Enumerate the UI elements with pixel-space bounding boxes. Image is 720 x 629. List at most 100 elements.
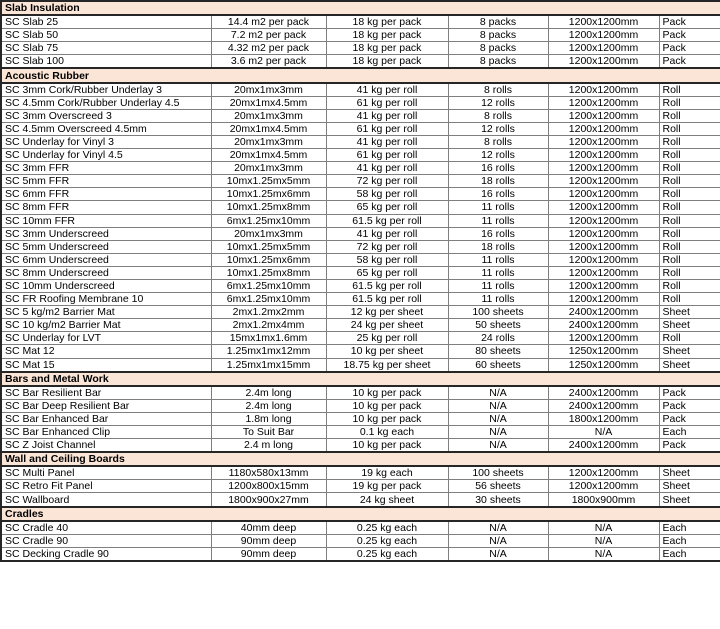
- table-row: SC Multi Panel 1180x580x13mm 19 kg each 100…: [0, 465, 720, 481]
- table-row: SC Z Joist Channel 2.4 m long 10 kg per pa…: [0, 438, 720, 453]
- table-row: SC 10 kg/m2 Barrier Mat 2mx1.2mx4mm 24 kg …: [0, 318, 720, 333]
- cell-pack-size: 7.2 m2 per pack: [210, 28, 327, 43]
- cell-pack-size: 20mx1mx4.5mm: [210, 95, 327, 110]
- section-header-row: Slab Insulation: [0, 0, 720, 17]
- section-title: Acoustic Rubber: [0, 67, 720, 84]
- table-row: SC Underlay for Vinyl 3 20mx1mx3mm 41 kg p…: [0, 134, 720, 150]
- cell-unit-weight: 18 kg per pack: [325, 14, 449, 30]
- cell-unit-weight: 61.5 kg per roll: [325, 292, 449, 307]
- cell-unit-weight: 19 kg per pack: [325, 479, 449, 494]
- cell-unit-type: Sheet: [658, 344, 720, 359]
- cell-pack-size: 10mx1.25mx5mm: [210, 174, 327, 189]
- cell-unit-type: Sheet: [658, 479, 720, 494]
- cell-pallet-dimensions: 1200x1200mm: [547, 265, 660, 280]
- section-header-row: Acoustic Rubber: [0, 67, 720, 84]
- cell-unit-type: Roll: [658, 108, 720, 123]
- cell-unit-type: Roll: [658, 148, 720, 163]
- cell-pallet-dimensions: 1200x1200mm: [547, 239, 660, 254]
- cell-unit-type: Sheet: [658, 318, 720, 333]
- table-row: SC 5mm FFR 10mx1.25mx5mm 72 kg per roll 18 …: [0, 174, 720, 189]
- cell-pallet-quantity: N/A: [447, 533, 549, 548]
- cell-pallet-quantity: 11 rolls: [447, 252, 549, 267]
- table-row: SC Retro Fit Panel 1200x800x15mm 19 kg per…: [0, 479, 720, 494]
- cell-pack-size: 20mx1mx3mm: [210, 161, 327, 176]
- cell-product-name: SC Underlay for Vinyl 4.5: [0, 148, 212, 163]
- cell-pallet-quantity: 60 sheets: [447, 357, 549, 373]
- cell-unit-weight: 61.5 kg per roll: [325, 278, 449, 294]
- cell-unit-type: Pack: [658, 28, 720, 43]
- cell-unit-type: Pack: [658, 411, 720, 427]
- cell-unit-type: Roll: [658, 331, 720, 346]
- cell-pack-size: 4.32 m2 per pack: [210, 41, 327, 56]
- cell-pallet-dimensions: 1200x1200mm: [547, 200, 660, 215]
- section-title: Bars and Metal Work: [0, 370, 720, 387]
- table-row: SC Mat 12 1.25mx1mx12mm 10 kg per sheet 80 …: [0, 344, 720, 359]
- section-title: Wall and Ceiling Boards: [0, 451, 720, 468]
- cell-unit-weight: 10 kg per pack: [325, 411, 449, 427]
- cell-pallet-quantity: 16 rolls: [447, 161, 549, 176]
- cell-unit-type: Each: [658, 424, 720, 440]
- cell-pallet-dimensions: 1800x1200mm: [547, 411, 660, 427]
- cell-pallet-quantity: 8 rolls: [447, 82, 549, 97]
- cell-unit-type: Roll: [658, 95, 720, 110]
- table-row: SC 4.5mm Cork/Rubber Underlay 4.5 20mx1mx…: [0, 95, 720, 110]
- cell-unit-type: Each: [658, 546, 720, 562]
- cell-unit-weight: 65 kg per roll: [325, 265, 449, 280]
- cell-pallet-quantity: 12 rolls: [447, 95, 549, 110]
- cell-pallet-dimensions: 1200x1200mm: [547, 28, 660, 43]
- cell-product-name: SC Bar Deep Resilient Bar: [0, 398, 212, 413]
- table-row: SC 3mm Cork/Rubber Underlay 3 20mx1mx3mm 4…: [0, 82, 720, 97]
- cell-pack-size: 1.8m long: [210, 411, 327, 427]
- cell-pallet-quantity: 100 sheets: [447, 305, 549, 320]
- cell-unit-type: Roll: [658, 187, 720, 202]
- cell-unit-type: Roll: [658, 265, 720, 280]
- cell-product-name: SC Underlay for Vinyl 3: [0, 134, 212, 150]
- cell-unit-weight: 0.25 kg each: [325, 533, 449, 548]
- cell-unit-weight: 61 kg per roll: [325, 148, 449, 163]
- cell-unit-weight: 10 kg per pack: [325, 398, 449, 413]
- cell-pack-size: 20mx1mx4.5mm: [210, 121, 327, 136]
- cell-unit-weight: 19 kg each: [325, 465, 449, 481]
- cell-pallet-quantity: 8 rolls: [447, 108, 549, 123]
- cell-product-name: SC Retro Fit Panel: [0, 479, 212, 494]
- table-row: SC Wallboard 1800x900x27mm 24 kg sheet 30 s…: [0, 492, 720, 508]
- cell-pallet-dimensions: 1200x1200mm: [547, 331, 660, 346]
- cell-product-name: SC 6mm Underscreed: [0, 252, 212, 267]
- cell-pallet-quantity: 11 rolls: [447, 265, 549, 280]
- cell-pallet-dimensions: 1200x1200mm: [547, 41, 660, 56]
- cell-pallet-quantity: 8 packs: [447, 28, 549, 43]
- cell-product-name: SC 4.5mm Cork/Rubber Underlay 4.5: [0, 95, 212, 110]
- cell-product-name: SC 6mm FFR: [0, 187, 212, 202]
- section-title: Slab Insulation: [0, 0, 720, 17]
- cell-unit-weight: 18 kg per pack: [325, 41, 449, 56]
- cell-pallet-quantity: 8 packs: [447, 14, 549, 30]
- cell-pallet-quantity: 16 rolls: [447, 226, 549, 241]
- cell-pallet-quantity: 18 rolls: [447, 239, 549, 254]
- cell-pallet-dimensions: 1200x1200mm: [547, 226, 660, 241]
- cell-pallet-quantity: 18 rolls: [447, 174, 549, 189]
- cell-pallet-dimensions: 1200x1200mm: [547, 213, 660, 228]
- cell-pack-size: 1200x800x15mm: [210, 479, 327, 494]
- cell-product-name: SC 5mm FFR: [0, 174, 212, 189]
- cell-product-name: SC 5 kg/m2 Barrier Mat: [0, 305, 212, 320]
- cell-pallet-dimensions: 1200x1200mm: [547, 121, 660, 136]
- cell-pallet-dimensions: 2400x1200mm: [547, 398, 660, 413]
- cell-pack-size: 2.4 m long: [210, 438, 327, 453]
- cell-unit-weight: 25 kg per roll: [325, 331, 449, 346]
- cell-pallet-quantity: N/A: [447, 546, 549, 562]
- cell-pack-size: 2.4m long: [210, 385, 327, 400]
- cell-unit-weight: 58 kg per roll: [325, 252, 449, 267]
- table-row: SC Bar Enhanced Bar 1.8m long 10 kg per pa…: [0, 411, 720, 427]
- cell-pallet-quantity: 12 rolls: [447, 121, 549, 136]
- cell-product-name: SC 4.5mm Overscreed 4.5mm: [0, 121, 212, 136]
- cell-pack-size: 10mx1.25mx6mm: [210, 252, 327, 267]
- table-row: SC Bar Deep Resilient Bar 2.4m long 10 kg …: [0, 398, 720, 413]
- cell-product-name: SC Bar Enhanced Bar: [0, 411, 212, 427]
- cell-unit-weight: 41 kg per roll: [325, 82, 449, 97]
- table-row: SC Slab 50 7.2 m2 per pack 18 kg per pack 8…: [0, 28, 720, 43]
- cell-pack-size: 90mm deep: [210, 546, 327, 562]
- cell-unit-weight: 0.1 kg each: [325, 424, 449, 440]
- cell-product-name: SC Bar Resilient Bar: [0, 385, 212, 400]
- cell-product-name: SC Z Joist Channel: [0, 438, 212, 453]
- cell-pack-size: 10mx1.25mx8mm: [210, 265, 327, 280]
